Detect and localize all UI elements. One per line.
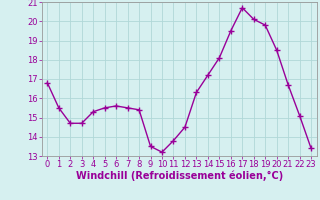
X-axis label: Windchill (Refroidissement éolien,°C): Windchill (Refroidissement éolien,°C) [76, 171, 283, 181]
